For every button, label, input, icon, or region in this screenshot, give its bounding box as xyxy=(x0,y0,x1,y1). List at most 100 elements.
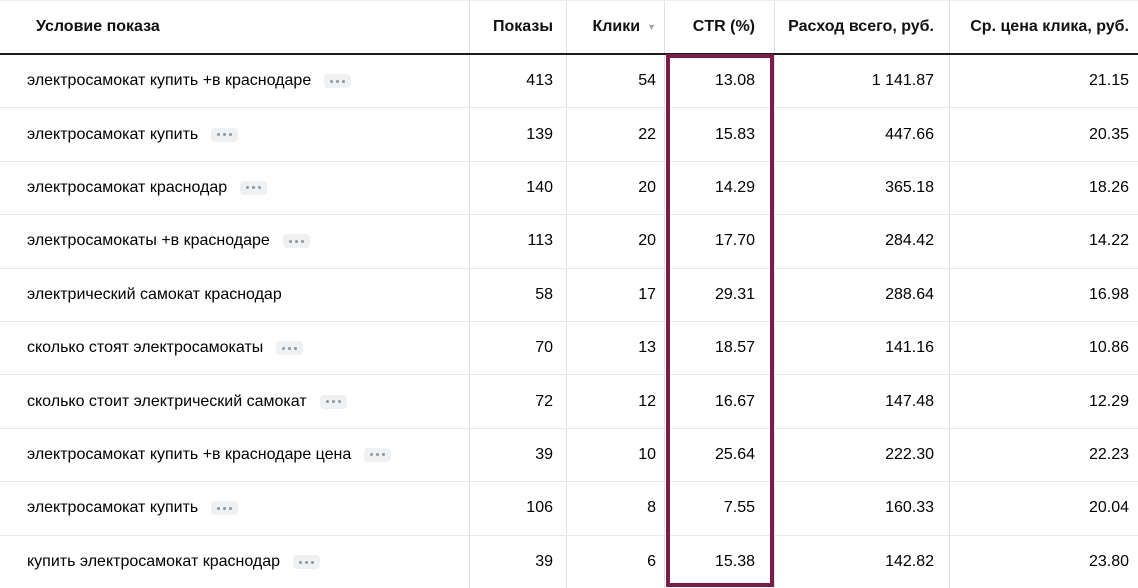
column-header-keyword[interactable]: Условие показа xyxy=(0,1,470,53)
clicks-cell: 17 xyxy=(567,268,665,321)
cost-cell: 447.66 xyxy=(775,108,950,161)
row-actions-button[interactable] xyxy=(319,394,347,409)
keyword-cell: сколько стоят электросамокаты xyxy=(0,321,470,375)
impressions-cell: 106 xyxy=(470,482,567,535)
ellipsis-dot xyxy=(252,186,256,190)
cost-cell: 142.82 xyxy=(775,535,950,588)
keyword-text: электросамокат краснодар xyxy=(27,178,228,196)
row-actions-button[interactable] xyxy=(364,447,392,462)
column-header-clicks[interactable]: Клики ▼ xyxy=(567,1,665,53)
keyword-text: электрический самокат краснодар xyxy=(27,285,282,303)
avg-cpc-cell: 10.86 xyxy=(1088,339,1129,357)
table-row: электросамокат купить +в краснодаре цена… xyxy=(0,428,1138,483)
cost-cell: 284.42 xyxy=(775,215,950,268)
clicks-cell: 22 xyxy=(567,108,665,161)
ellipsis-dot xyxy=(229,133,233,137)
ctr-cell: 18.57 xyxy=(665,321,775,375)
clicks-cell: 10 xyxy=(567,428,665,482)
keyword-cell: электросамокаты +в краснодаре xyxy=(0,215,470,268)
ctr-cell: 13.08 xyxy=(665,55,775,108)
clicks-cell: 20 xyxy=(567,161,665,215)
impressions-cell: 140 xyxy=(470,161,567,215)
table-row: сколько стоят электросамокаты 70 13 18.5… xyxy=(0,321,1138,376)
table-row: электрический самокат краснодар 58 17 29… xyxy=(0,268,1138,322)
ellipsis-dot xyxy=(325,400,329,404)
keyword-cell: электросамокат краснодар xyxy=(0,161,470,215)
keyword-cell: электросамокат купить +в краснодаре xyxy=(0,55,470,108)
keyword-text: электросамокат купить xyxy=(27,499,199,517)
clicks-cell: 12 xyxy=(567,375,665,428)
ellipsis-dot xyxy=(336,79,340,83)
ellipsis-dot xyxy=(300,239,304,243)
table-row: купить электросамокат краснодар 39 6 15.… xyxy=(0,535,1138,588)
column-header-impressions[interactable]: Показы xyxy=(470,1,567,53)
table-header-row: Условие показа Показы Клики ▼ CTR (%) Ра… xyxy=(0,1,1138,55)
impressions-cell: 39 xyxy=(470,535,567,588)
ctr-cell: 25.64 xyxy=(665,428,775,482)
ellipsis-dot xyxy=(331,400,335,404)
cost-cell: 160.33 xyxy=(775,482,950,535)
row-actions-button[interactable] xyxy=(240,180,268,195)
row-actions-button[interactable] xyxy=(211,127,239,142)
clicks-cell: 13 xyxy=(567,321,665,375)
column-header-ctr[interactable]: CTR (%) xyxy=(665,1,775,53)
avg-cpc-cell: 18.26 xyxy=(1088,178,1129,196)
ellipsis-dot xyxy=(294,239,298,243)
clicks-cell: 6 xyxy=(567,535,665,588)
ellipsis-dot xyxy=(294,346,298,350)
cost-cell: 141.16 xyxy=(775,321,950,375)
impressions-cell: 113 xyxy=(470,215,567,268)
ctr-cell: 7.55 xyxy=(665,482,775,535)
ellipsis-dot xyxy=(376,453,380,457)
ellipsis-dot xyxy=(311,560,315,564)
keyword-text: сколько стоит электрический самокат xyxy=(27,392,307,410)
column-header-ctr-label: CTR (%) xyxy=(692,18,755,35)
avg-cpc-cell: 22.23 xyxy=(1088,445,1129,463)
clicks-cell: 54 xyxy=(567,55,665,108)
column-header-cost[interactable]: Расход всего, руб. xyxy=(775,1,950,53)
column-header-keyword-label: Условие показа xyxy=(36,18,160,35)
ellipsis-dot xyxy=(223,133,227,137)
keyword-text: электросамокат купить +в краснодаре цена xyxy=(27,445,352,463)
avg-cpc-cell: 14.22 xyxy=(1088,232,1129,250)
avg-cpc-cell: 21.15 xyxy=(1088,72,1129,90)
cost-cell: 1 141.87 xyxy=(775,55,950,108)
impressions-cell: 413 xyxy=(470,55,567,108)
ellipsis-dot xyxy=(217,506,221,510)
table-row: электросамокат купить 106 8 7.55 160.33 … xyxy=(0,482,1138,536)
clicks-cell: 20 xyxy=(567,215,665,268)
keyword-cell: электросамокат купить xyxy=(0,482,470,535)
column-header-avg-cpc-label: Ср. цена клика, руб. xyxy=(970,18,1129,35)
keyword-text: электросамокат купить +в краснодаре xyxy=(27,72,312,90)
ctr-cell: 29.31 xyxy=(665,268,775,321)
sort-desc-icon[interactable]: ▼ xyxy=(647,21,656,32)
ellipsis-dot xyxy=(288,239,292,243)
keyword-cell: купить электросамокат краснодар xyxy=(0,535,470,588)
avg-cpc-cell: 20.35 xyxy=(1088,125,1129,143)
row-actions-button[interactable] xyxy=(211,501,239,516)
ellipsis-dot xyxy=(282,346,286,350)
keyword-text: электросамокат купить xyxy=(27,125,199,143)
table-row: электросамокаты +в краснодаре 113 20 17.… xyxy=(0,215,1138,269)
keyword-text: сколько стоят электросамокаты xyxy=(27,339,264,357)
row-actions-button[interactable] xyxy=(276,341,304,356)
table-row: электросамокат купить +в краснодаре 413 … xyxy=(0,55,1138,109)
avg-cpc-cell: 23.80 xyxy=(1088,553,1129,571)
column-header-avg-cpc[interactable]: Ср. цена клика, руб. xyxy=(950,1,1138,53)
ellipsis-dot xyxy=(288,346,292,350)
ellipsis-dot xyxy=(382,453,386,457)
row-actions-button[interactable] xyxy=(282,234,310,249)
row-actions-button[interactable] xyxy=(324,74,352,89)
keyword-cell: электросамокат купить +в краснодаре цена xyxy=(0,428,470,482)
ellipsis-dot xyxy=(330,79,334,83)
impressions-cell: 39 xyxy=(470,428,567,482)
cost-cell: 222.30 xyxy=(775,428,950,482)
ellipsis-dot xyxy=(342,79,346,83)
table-row: сколько стоит электрический самокат 72 1… xyxy=(0,375,1138,429)
table-row: электросамокат купить 139 22 15.83 447.6… xyxy=(0,108,1138,162)
row-actions-button[interactable] xyxy=(293,555,321,570)
ctr-cell: 16.67 xyxy=(665,375,775,428)
table-body: электросамокат купить +в краснодаре 413 … xyxy=(0,55,1138,588)
ellipsis-dot xyxy=(370,453,374,457)
